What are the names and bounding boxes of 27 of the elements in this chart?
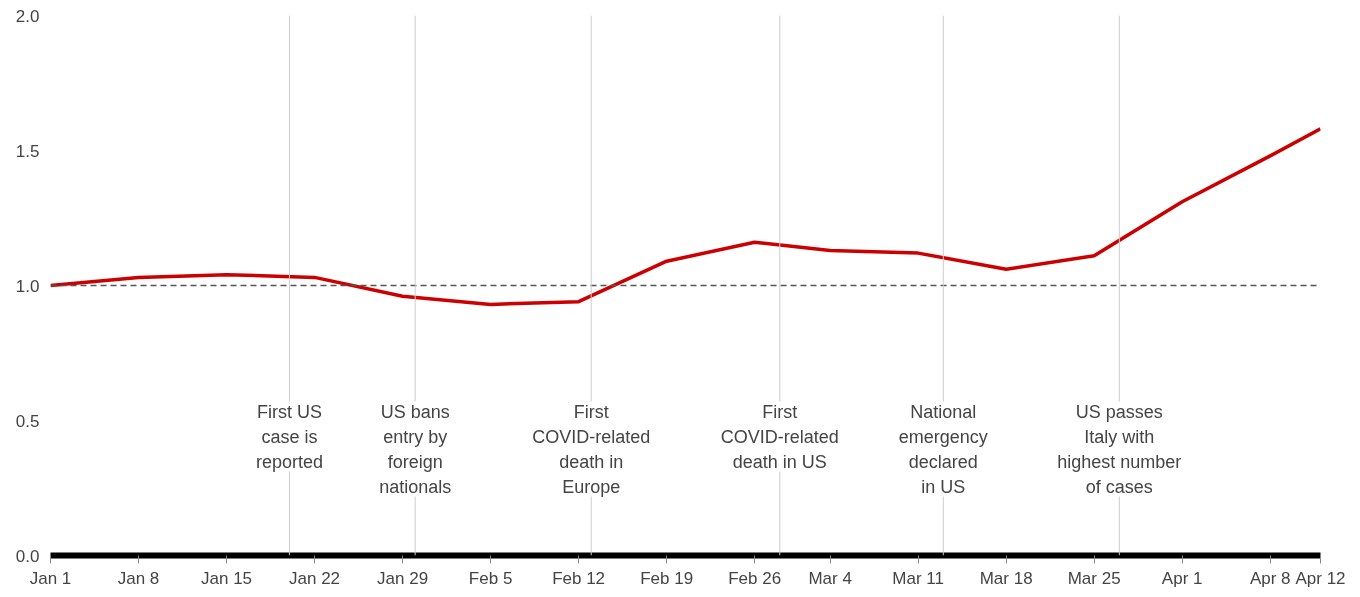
- x-tick-label: Feb 5: [468, 568, 513, 588]
- x-tick-label: Jan 15: [201, 568, 253, 588]
- y-tick-label: 0.0: [15, 546, 40, 566]
- x-tick-label: Feb 19: [640, 568, 694, 588]
- x-tick-label: Apr 12: [1295, 568, 1346, 588]
- x-tick-label: Feb 26: [728, 568, 782, 588]
- y-tick-label: 2.0: [15, 6, 40, 26]
- y-tick-label: 1.5: [15, 141, 40, 161]
- ref-line-label: First COVID-related death in Europe: [532, 401, 651, 497]
- y-tick-label: 0.5: [15, 411, 40, 431]
- x-tick-label: Jan 1: [29, 568, 72, 588]
- ref-line-label: US passes Italy with highest number of cases: [1057, 401, 1182, 497]
- x-tick-label: Jan 8: [117, 568, 160, 588]
- ref-line-label: First COVID-related death in US: [720, 401, 839, 472]
- y-tick-label: 1.0: [15, 276, 40, 296]
- x-tick-label: Feb 12: [552, 568, 606, 588]
- x-tick-label: Mar 18: [979, 568, 1033, 588]
- ref-line-label: US bans entry by foreign nationals: [379, 401, 452, 497]
- x-tick-label: Jan 22: [289, 568, 341, 588]
- x-tick-label: Mar 11: [892, 568, 944, 588]
- x-tick-label: Apr 1: [1161, 568, 1203, 588]
- ref-line-label: First US case is reported: [255, 401, 323, 472]
- x-tick-label: Jan 29: [377, 568, 429, 588]
- x-tick-label: Apr 8: [1249, 568, 1291, 588]
- x-tick-label: Mar 25: [1067, 568, 1121, 588]
- x-tick-label: Mar 4: [808, 568, 852, 588]
- ref-line-label: National emergency declared in US: [898, 401, 988, 497]
